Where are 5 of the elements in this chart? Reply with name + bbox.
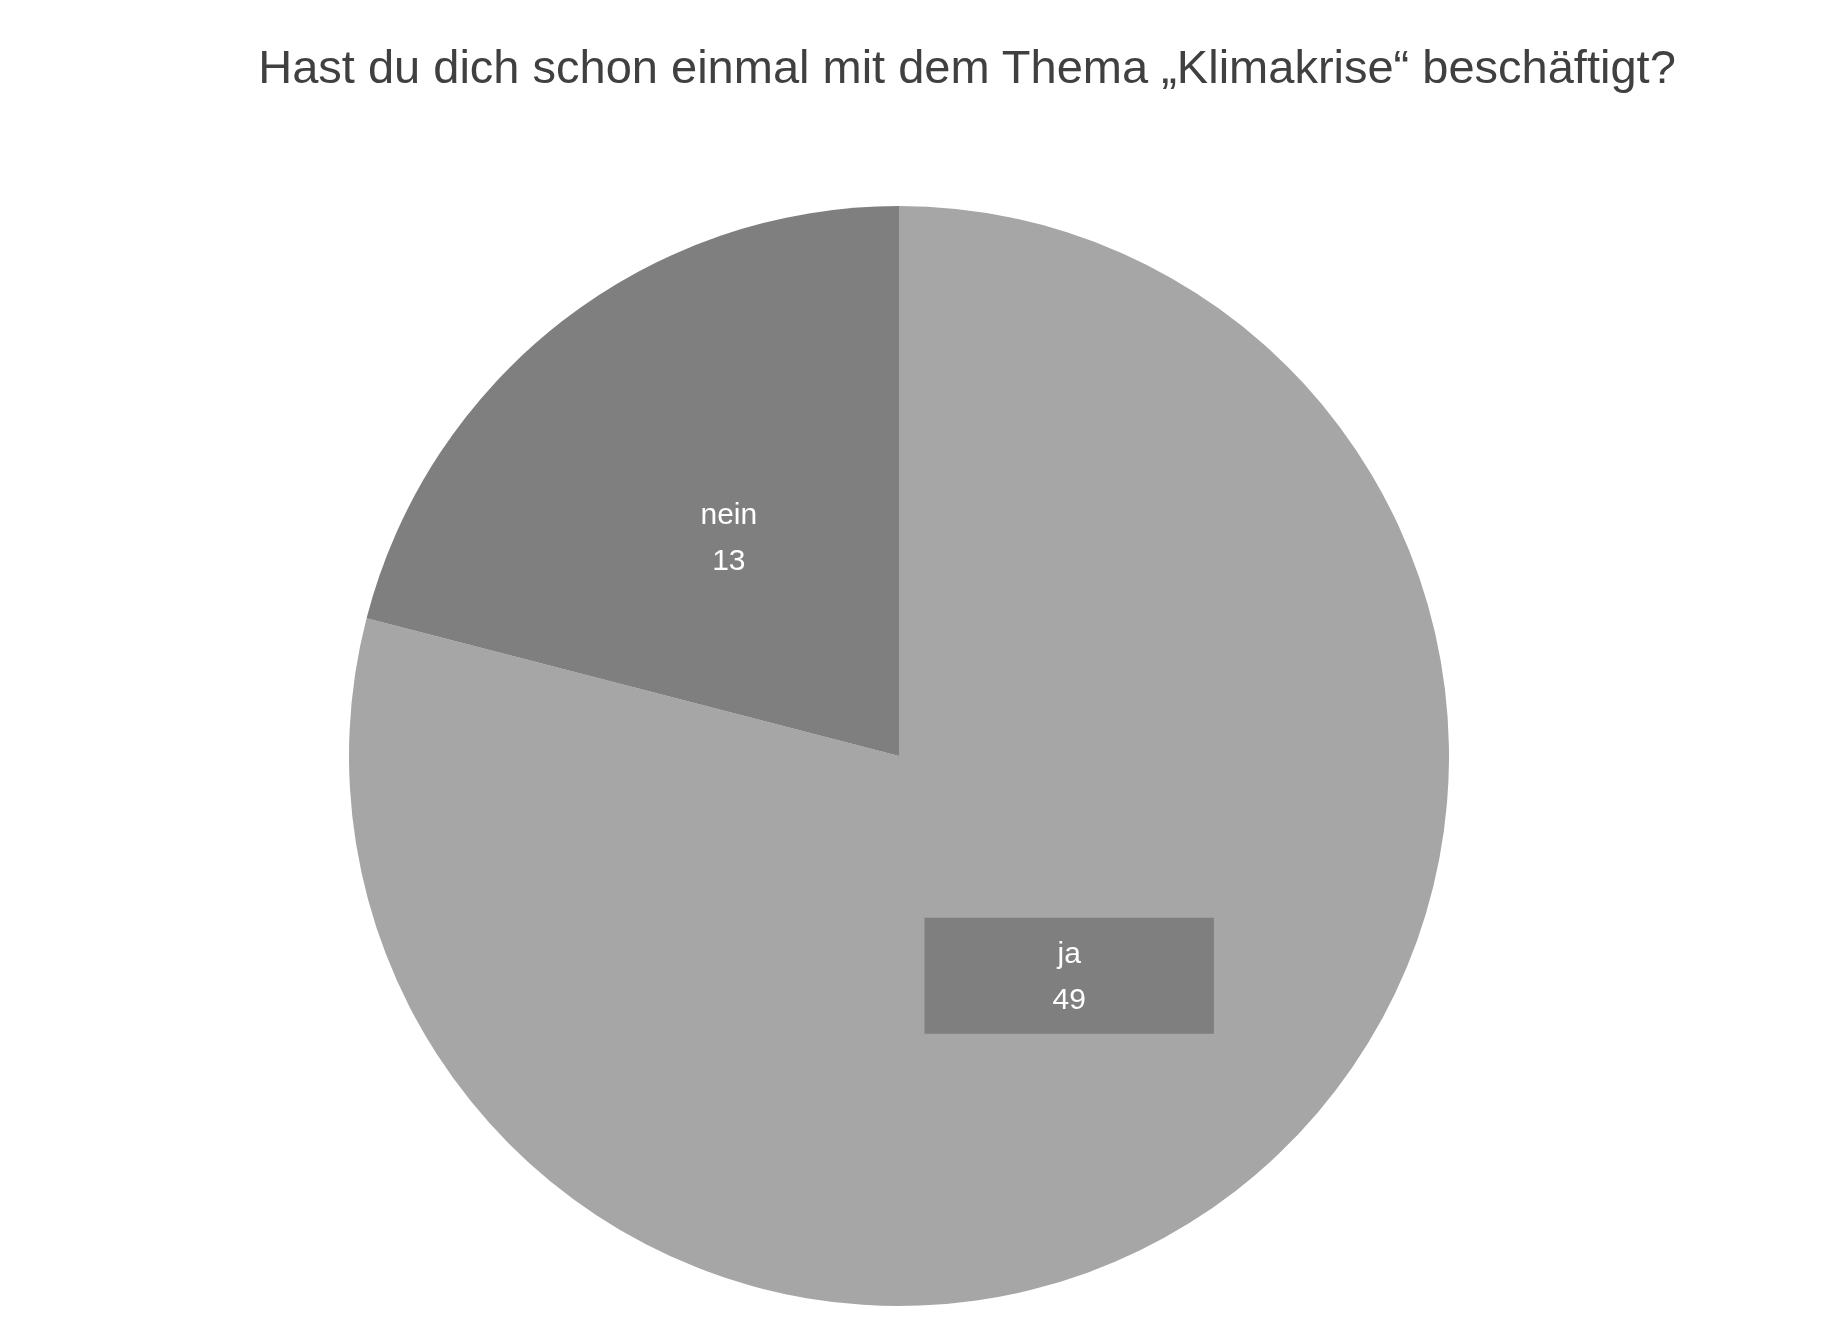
chart-title: Hast du dich schon einmal mit dem Thema „Klimakrise“ beschäftigt? xyxy=(258,40,1676,93)
data-label: 49 xyxy=(1052,982,1086,1016)
slice-label: nein xyxy=(700,496,758,530)
data-label: 13 xyxy=(712,542,746,576)
slice-label: ja xyxy=(1056,936,1082,970)
